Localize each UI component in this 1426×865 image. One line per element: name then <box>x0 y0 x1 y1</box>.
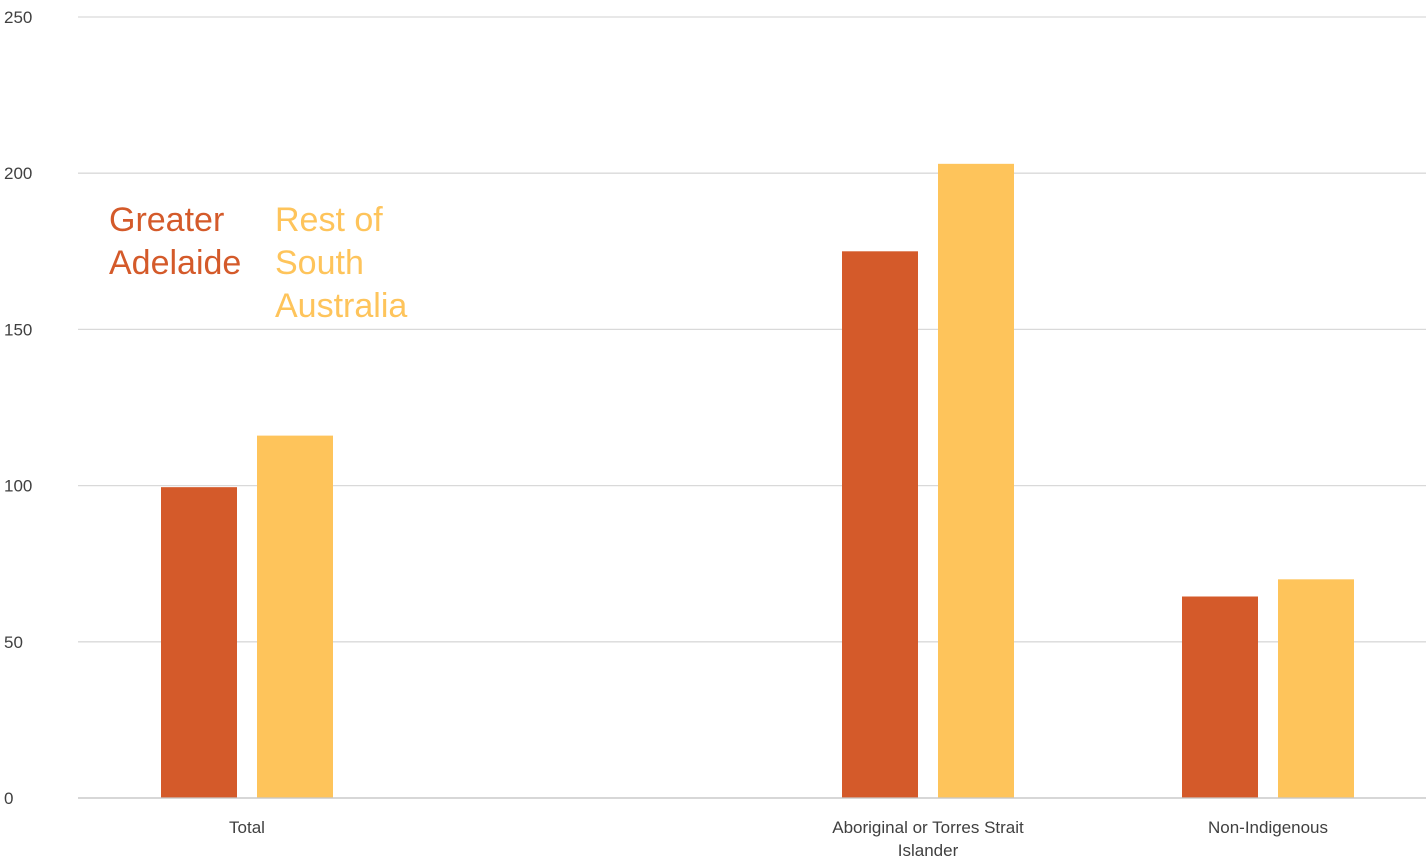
y-tick-label: 0 <box>4 789 13 808</box>
x-category-label: Aboriginal or Torres Strait <box>832 818 1024 837</box>
bar-greater-adelaide-2 <box>1182 596 1258 798</box>
x-category-label: Islander <box>898 841 959 860</box>
y-tick-label: 50 <box>4 633 23 652</box>
bar-rest-of-sa-0 <box>257 435 333 798</box>
bar-rest-of-sa-2 <box>1278 579 1354 798</box>
x-category-label: Non-Indigenous <box>1208 818 1328 837</box>
y-axis-tick-labels: 0 50 100 150 200 250 <box>4 8 32 808</box>
bars <box>78 163 1426 799</box>
bar-greater-adelaide-1 <box>842 251 918 799</box>
legend-entry: South <box>275 244 364 282</box>
y-tick-label: 150 <box>4 320 32 339</box>
legend: Greater Adelaide Rest of South Australia <box>109 201 407 325</box>
x-axis-category-labels: Total Aboriginal or Torres Strait Islander… <box>229 818 1328 860</box>
legend-entry: Adelaide <box>109 244 241 282</box>
y-tick-label: 100 <box>4 477 32 496</box>
y-tick-label: 200 <box>4 164 32 183</box>
legend-entry: Australia <box>275 287 407 325</box>
x-category-label: Total <box>229 818 265 837</box>
legend-entry: Rest of <box>275 201 383 239</box>
bar-rest-of-sa-1 <box>938 163 1014 798</box>
y-tick-label: 250 <box>4 8 32 27</box>
legend-entry: Greater <box>109 201 224 239</box>
bar-greater-adelaide-0 <box>161 487 237 798</box>
